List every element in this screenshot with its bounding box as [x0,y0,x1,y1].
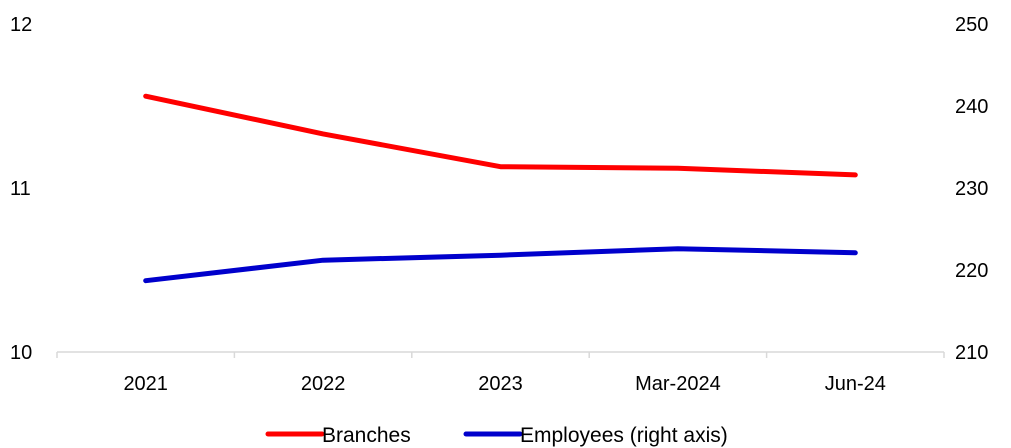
y-left-tick-label: 12 [10,14,32,36]
x-axis: 2021 2022 2023 Mar-2024 Jun-24 [56,352,945,395]
y-left-tick-label: 11 [10,178,31,200]
x-tick-label: 2022 [301,373,346,395]
y-right-tick-label: 230 [955,178,988,200]
y-right-axis: 210 220 230 240 250 [955,14,988,364]
legend: Branches Employees (right axis) [265,424,728,447]
x-tick-label: Mar-2024 [635,373,721,395]
x-tick-label: Jun-24 [825,373,886,395]
series-line-employees [143,246,858,284]
legend-label-employees: Employees (right axis) [520,424,728,447]
legend-label-branches: Branches [322,424,411,447]
series-layer [143,93,858,284]
y-left-axis: 10 11 12 [10,14,32,364]
x-tick-label: 2021 [123,373,168,395]
y-left-tick-label: 10 [10,342,32,364]
y-right-tick-label: 240 [955,96,988,118]
y-right-tick-label: 210 [955,342,988,364]
y-right-tick-label: 220 [955,260,988,282]
x-tick-label: 2023 [478,373,523,395]
series-line-branches [143,93,858,178]
y-right-tick-label: 250 [955,14,988,36]
